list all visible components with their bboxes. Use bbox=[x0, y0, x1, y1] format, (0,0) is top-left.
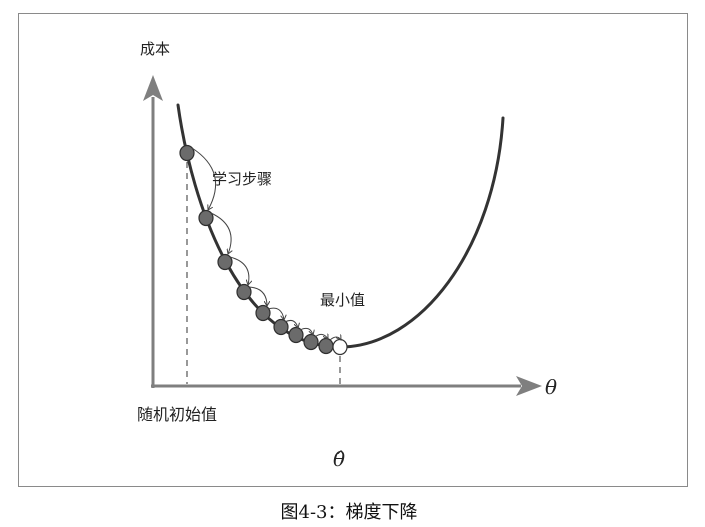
optimum-theta-label: θ̂ bbox=[333, 447, 345, 471]
descent-point bbox=[180, 146, 194, 161]
descent-point bbox=[319, 339, 333, 354]
learning-step-arc bbox=[211, 213, 231, 254]
descent-point bbox=[237, 285, 251, 300]
minimum-point bbox=[333, 340, 347, 355]
x-axis-label: θ bbox=[545, 375, 557, 399]
descent-point bbox=[199, 211, 213, 226]
figure-frame-border bbox=[19, 14, 688, 487]
random-initial-label: 随机初始值 bbox=[137, 405, 217, 424]
descent-point bbox=[218, 255, 232, 270]
figure-caption: 图4-3：梯度下降 bbox=[281, 502, 418, 523]
y-axis-label: 成本 bbox=[140, 40, 170, 58]
descent-point bbox=[256, 306, 270, 321]
minimum-label: 最小值 bbox=[320, 291, 365, 309]
learning-step-arc bbox=[230, 257, 249, 285]
learning-step-label: 学习步骤 bbox=[212, 170, 272, 188]
